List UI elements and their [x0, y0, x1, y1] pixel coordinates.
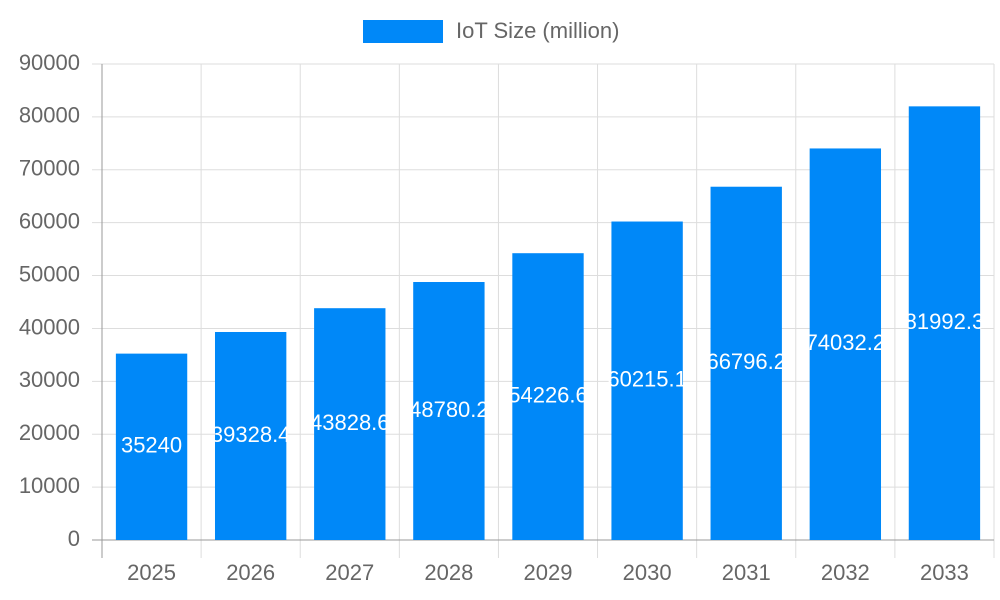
bar [710, 186, 782, 540]
bar [908, 106, 981, 540]
bar [214, 331, 287, 540]
x-tick-label: 2025 [127, 560, 176, 585]
value-label: 74032.2 [806, 330, 886, 355]
bar [413, 282, 485, 540]
value-label: 43828.6 [310, 410, 390, 435]
x-tick-label: 2028 [424, 560, 473, 585]
legend-label: IoT Size (million) [456, 18, 619, 43]
y-tick-label: 0 [68, 526, 80, 551]
value-label: 39328.4 [211, 422, 291, 447]
bar [115, 353, 188, 540]
y-tick-label: 30000 [19, 367, 80, 392]
x-tick-label: 2030 [623, 560, 672, 585]
value-label: 48780.2 [409, 397, 489, 422]
bar [611, 221, 683, 540]
y-tick-label: 70000 [19, 156, 80, 181]
value-label: 60215.1 [607, 367, 687, 392]
value-label: 66796.2 [706, 349, 786, 374]
y-tick-label: 50000 [19, 261, 80, 286]
x-tick-label: 2029 [524, 560, 573, 585]
x-tick-label: 2026 [226, 560, 275, 585]
y-tick-label: 10000 [19, 473, 80, 498]
value-label: 81992.3 [905, 309, 985, 334]
x-tick-label: 2032 [821, 560, 870, 585]
y-tick-label: 80000 [19, 103, 80, 128]
value-label: 54226.6 [508, 382, 588, 407]
y-tick-label: 90000 [19, 50, 80, 75]
y-tick-label: 20000 [19, 420, 80, 445]
legend-swatch [363, 20, 443, 43]
y-tick-label: 40000 [19, 314, 80, 339]
x-tick-label: 2033 [920, 560, 969, 585]
bar [314, 308, 386, 540]
x-tick-label: 2027 [325, 560, 374, 585]
bar [512, 253, 584, 540]
bar [809, 148, 882, 541]
value-label: 35240 [121, 433, 182, 458]
y-tick-label: 60000 [19, 208, 80, 233]
x-tick-label: 2031 [722, 560, 771, 585]
